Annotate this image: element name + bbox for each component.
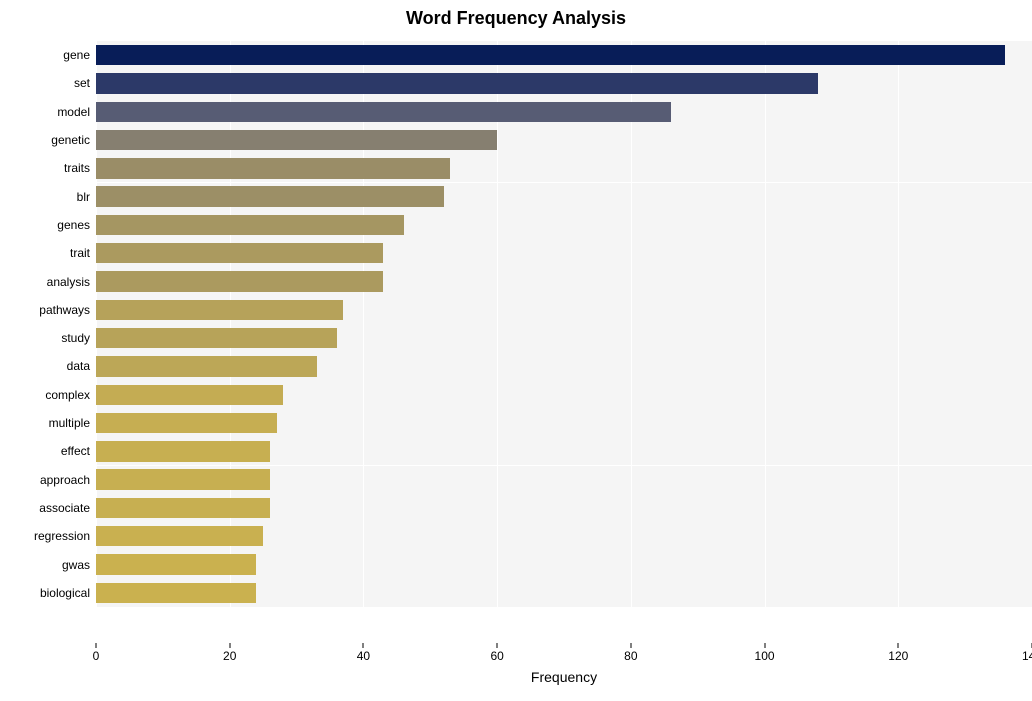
y-axis-category-label: gene xyxy=(63,48,90,62)
x-axis-label: Frequency xyxy=(531,669,597,685)
y-axis-category-label: approach xyxy=(40,473,90,487)
x-tick-label: 40 xyxy=(357,649,370,663)
bar xyxy=(96,583,256,603)
bar xyxy=(96,413,277,433)
bar xyxy=(96,526,263,546)
y-axis-category-label: complex xyxy=(45,388,90,402)
x-tick-label: 60 xyxy=(490,649,503,663)
grid-vline xyxy=(631,35,632,643)
y-axis-category-label: associate xyxy=(39,501,90,515)
y-axis-category-label: study xyxy=(61,331,90,345)
x-tick-label: 80 xyxy=(624,649,637,663)
y-axis-category-label: regression xyxy=(34,529,90,543)
bar xyxy=(96,102,671,122)
x-tick-label: 0 xyxy=(93,649,100,663)
bar xyxy=(96,243,383,263)
y-axis-category-label: biological xyxy=(40,586,90,600)
y-axis-category-label: effect xyxy=(61,444,90,458)
y-axis-category-label: set xyxy=(74,76,90,90)
y-axis-category-label: blr xyxy=(77,190,90,204)
x-tick-mark xyxy=(497,643,498,648)
y-axis-category-label: pathways xyxy=(39,303,90,317)
x-tick-mark xyxy=(898,643,899,648)
bar xyxy=(96,498,270,518)
y-axis-category-label: gwas xyxy=(62,558,90,572)
x-tick-mark xyxy=(630,643,631,648)
bar xyxy=(96,45,1005,65)
x-tick-mark xyxy=(764,643,765,648)
chart-title: Word Frequency Analysis xyxy=(0,8,1032,29)
bar xyxy=(96,441,270,461)
grid-vline xyxy=(898,35,899,643)
y-axis-category-label: data xyxy=(67,359,90,373)
x-tick-mark xyxy=(363,643,364,648)
y-axis-category-label: trait xyxy=(70,246,90,260)
bar xyxy=(96,215,404,235)
bar xyxy=(96,300,343,320)
bar xyxy=(96,186,444,206)
y-axis-category-label: model xyxy=(57,105,90,119)
grid-vline xyxy=(363,35,364,643)
bar xyxy=(96,73,818,93)
y-axis-category-label: analysis xyxy=(47,275,90,289)
plot-area: genesetmodelgenetictraitsblrgenestraitan… xyxy=(96,35,1032,643)
y-axis-category-label: multiple xyxy=(49,416,90,430)
x-tick-mark xyxy=(229,643,230,648)
bar xyxy=(96,356,317,376)
x-tick-label: 120 xyxy=(888,649,908,663)
bar xyxy=(96,328,337,348)
grid-vline xyxy=(497,35,498,643)
x-tick-label: 140 xyxy=(1022,649,1032,663)
bar xyxy=(96,130,497,150)
grid-vline xyxy=(765,35,766,643)
bar xyxy=(96,385,283,405)
bar xyxy=(96,158,450,178)
y-axis-category-label: genetic xyxy=(51,133,90,147)
y-axis-category-label: genes xyxy=(57,218,90,232)
bar xyxy=(96,469,270,489)
bar xyxy=(96,554,256,574)
y-axis-category-label: traits xyxy=(64,161,90,175)
x-tick-label: 20 xyxy=(223,649,236,663)
x-tick-label: 100 xyxy=(755,649,775,663)
chart-container: Word Frequency Analysis genesetmodelgene… xyxy=(0,0,1032,701)
x-tick-mark xyxy=(96,643,97,648)
bar xyxy=(96,271,383,291)
